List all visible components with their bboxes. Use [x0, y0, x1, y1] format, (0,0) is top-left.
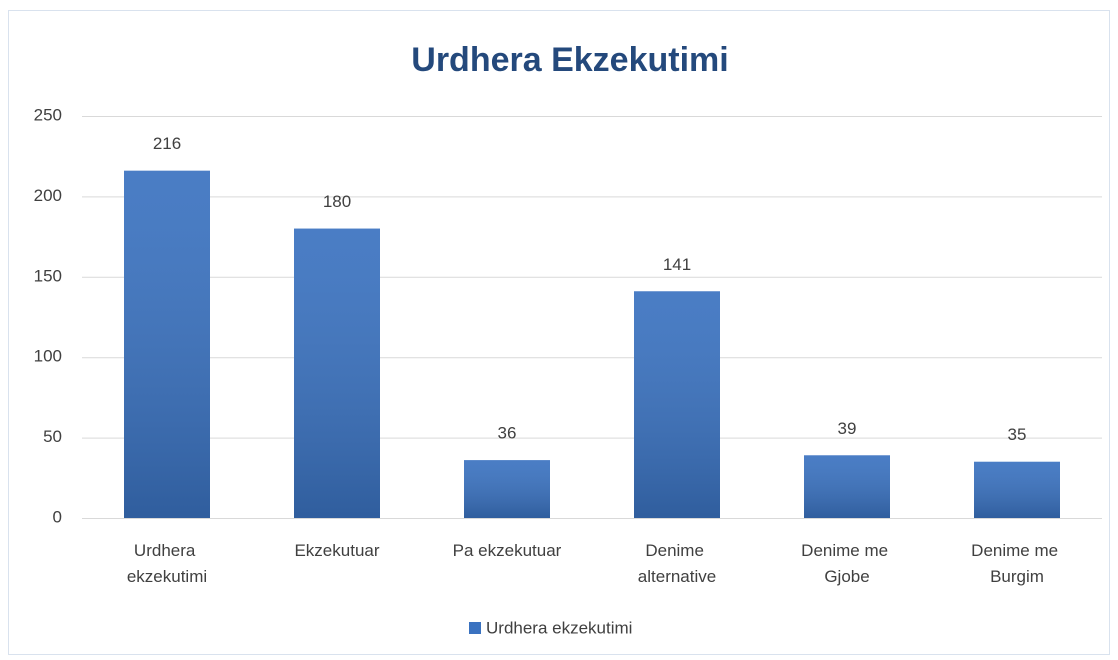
chart-title: Urdhera Ekzekutimi [411, 41, 728, 79]
x-tick-label: Denime alternative [638, 541, 716, 586]
x-tick-label: Denime me Burgim [971, 541, 1063, 586]
bar-shade [634, 291, 720, 518]
legend-label: Urdhera ekzekutimi [486, 618, 632, 637]
bar-shade [464, 460, 550, 518]
y-tick-label: 0 [53, 507, 62, 526]
bar-shade [804, 455, 890, 518]
data-label: 36 [498, 424, 517, 443]
y-tick-label: 200 [34, 186, 62, 205]
x-tick-label: Ekzekutuar [294, 541, 379, 560]
data-label: 35 [1008, 425, 1027, 444]
data-label: 39 [838, 419, 857, 438]
y-tick-label: 100 [34, 347, 62, 366]
x-tick-label: Pa ekzekutuar [453, 541, 562, 560]
data-label: 180 [323, 192, 351, 211]
bar-shade [294, 228, 380, 518]
x-tick-label: Denime me Gjobe [801, 541, 893, 586]
y-tick-label: 250 [34, 105, 62, 124]
bar-shade [124, 170, 210, 518]
bar-shade [974, 461, 1060, 518]
data-label: 216 [153, 134, 181, 153]
data-label: 141 [663, 255, 691, 274]
x-tick-label: Urdhera ekzekutimi [127, 541, 207, 586]
y-tick-label: 50 [43, 427, 62, 446]
legend-swatch [469, 622, 481, 634]
y-tick-label: 150 [34, 266, 62, 285]
